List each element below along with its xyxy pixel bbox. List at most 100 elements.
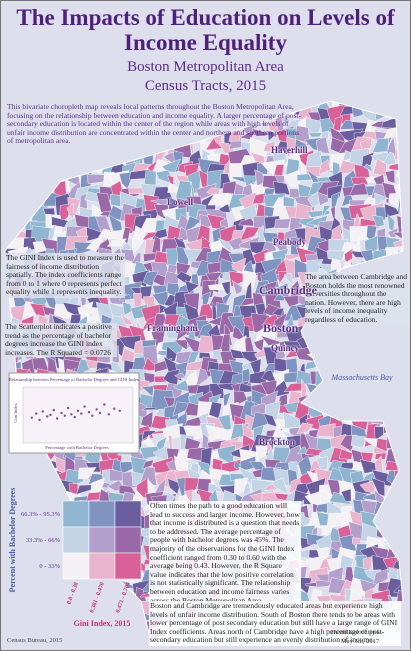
point (38, 418, 41, 422)
tract (326, 324, 347, 338)
universities-note: The area between Cambridge and Boston ho… (305, 272, 409, 325)
tract (161, 158, 181, 173)
tract (21, 566, 36, 588)
tract (381, 503, 403, 518)
tract (101, 598, 113, 617)
tract (273, 293, 285, 301)
tract (8, 159, 25, 176)
tract (32, 148, 50, 172)
tract (338, 448, 353, 460)
author: David Kolodziejski (331, 629, 382, 636)
intro-text: This bivariate choropleth map reveals lo… (7, 102, 302, 146)
plot-area (22, 386, 134, 444)
place-label: Cambridge (259, 283, 317, 297)
tract (77, 467, 97, 480)
tract (370, 382, 387, 397)
tract (405, 189, 410, 202)
tract (357, 406, 374, 416)
tract (9, 610, 25, 626)
title: The Impacts of Education on Levels of In… (16, 5, 395, 55)
point (87, 411, 91, 414)
tract (25, 156, 44, 168)
tract (56, 592, 65, 603)
tract (36, 473, 45, 484)
tract (409, 556, 410, 581)
point (60, 411, 63, 415)
tract (118, 294, 132, 301)
tract (381, 101, 393, 107)
tract (30, 582, 51, 596)
tract (29, 489, 50, 510)
tract (315, 347, 337, 359)
tract (405, 247, 410, 270)
tract (173, 372, 186, 379)
subtitle-date: Census Tracts, 2015 (144, 78, 267, 94)
tract (407, 522, 410, 535)
tract (385, 169, 396, 184)
legend-swatch (62, 526, 90, 554)
tract (404, 591, 410, 605)
tract (89, 149, 104, 166)
tract (87, 632, 107, 641)
tract (5, 474, 18, 481)
tract (407, 621, 410, 643)
tract (62, 634, 80, 641)
tract (51, 159, 68, 173)
tract (242, 270, 257, 293)
point (46, 415, 49, 418)
legend-swatch (62, 552, 90, 580)
tract (404, 617, 410, 629)
tract (40, 523, 60, 537)
legend-swatch (88, 552, 116, 580)
tract (5, 612, 22, 628)
tract (221, 280, 231, 298)
tract (319, 336, 340, 359)
point (91, 414, 94, 417)
tract (32, 477, 51, 499)
legend-swatch (88, 526, 116, 554)
tract (19, 603, 38, 625)
place-label: Framingham (147, 323, 198, 333)
tract (20, 583, 37, 603)
tract (333, 116, 343, 132)
legend-row-label: 0 - 33% (39, 563, 60, 570)
tract (315, 456, 329, 472)
tract (19, 460, 38, 479)
tract (252, 192, 266, 205)
tract (29, 456, 47, 476)
point (49, 413, 52, 417)
tract (396, 589, 403, 605)
tract (109, 626, 124, 641)
tract (330, 350, 345, 366)
tract (231, 279, 243, 295)
tract (394, 103, 403, 121)
tract (408, 115, 410, 130)
tract (359, 137, 373, 151)
tract (408, 407, 410, 419)
tract (386, 511, 397, 527)
tract (142, 459, 154, 470)
tract (162, 646, 177, 650)
tract (5, 191, 18, 217)
tract (294, 138, 307, 149)
tract (13, 644, 28, 650)
tract (19, 588, 38, 608)
tract (385, 494, 399, 515)
tract (388, 361, 400, 374)
tract (382, 337, 401, 362)
subtitle: Boston Metropolitan Area (127, 59, 284, 75)
tract (406, 227, 410, 246)
tract (406, 380, 410, 399)
tract (12, 206, 26, 228)
tract (397, 480, 403, 496)
legend-x-label: Gini Index, 2015 (74, 619, 131, 628)
tract (272, 477, 289, 495)
tract (62, 626, 81, 641)
tract (184, 280, 200, 294)
tract (119, 643, 131, 650)
tract (326, 250, 346, 261)
tract (223, 159, 230, 175)
tract (371, 346, 396, 371)
tract (351, 383, 375, 397)
tract (25, 649, 32, 650)
